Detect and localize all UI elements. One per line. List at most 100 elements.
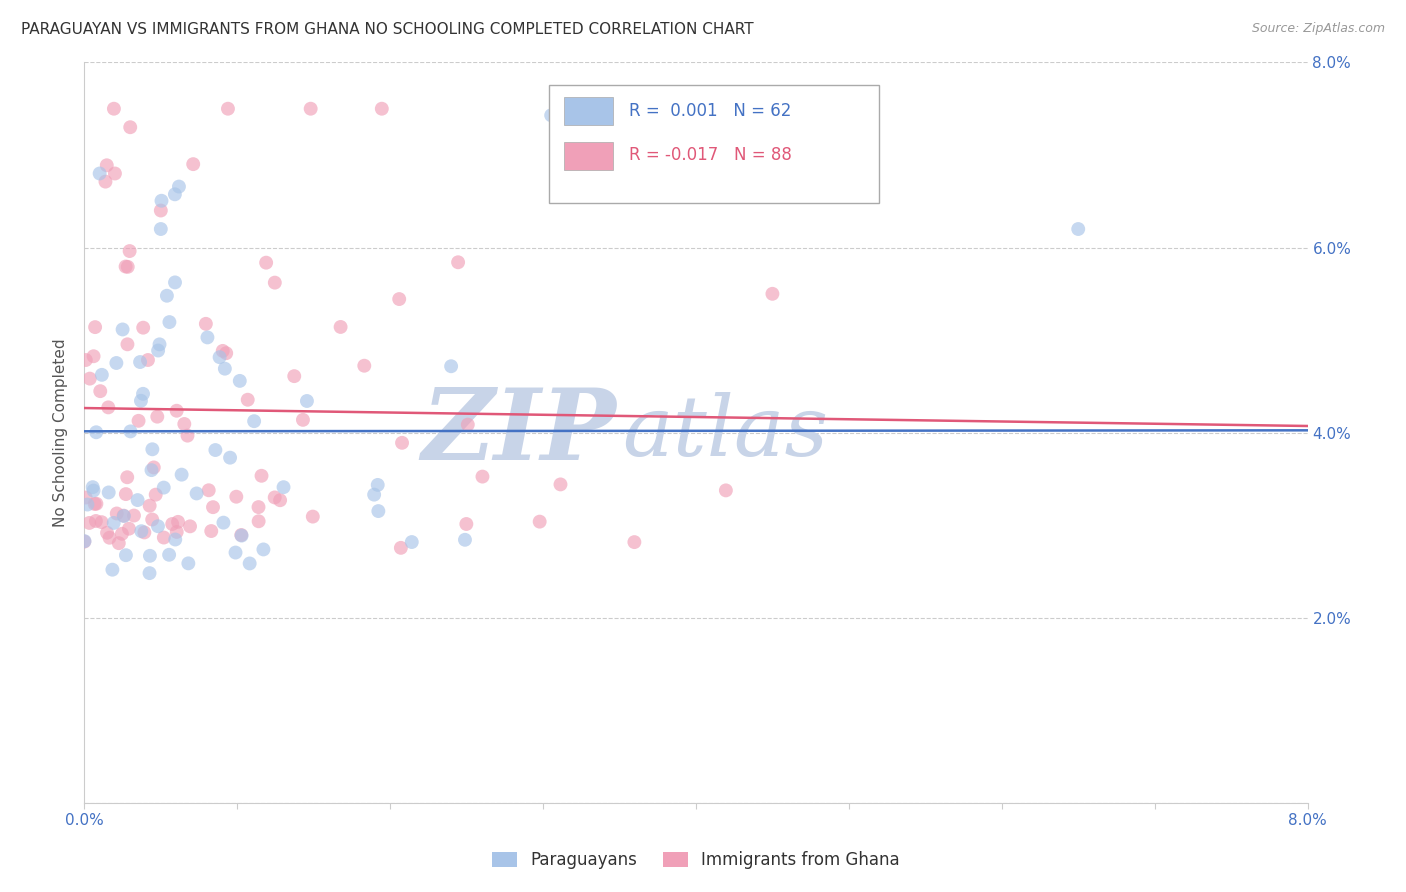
Point: [165, 533, 187, 547]
Point: [247, 514, 270, 528]
Point: [714, 483, 737, 498]
Point: [149, 203, 172, 218]
Point: [136, 353, 159, 368]
Point: [141, 442, 163, 457]
Point: [97, 485, 120, 500]
Point: [540, 108, 562, 122]
Point: [83, 349, 105, 363]
Point: [150, 194, 173, 208]
Point: [79, 516, 101, 530]
Point: [157, 315, 180, 329]
Point: [112, 508, 135, 523]
Point: [120, 120, 142, 135]
Point: [138, 499, 160, 513]
Point: [243, 414, 266, 428]
Point: [214, 361, 236, 376]
Point: [250, 468, 273, 483]
Point: [83, 497, 105, 511]
Point: [204, 443, 226, 458]
Text: Source: ZipAtlas.com: Source: ZipAtlas.com: [1251, 22, 1385, 36]
Point: [231, 528, 253, 542]
Point: [76, 498, 98, 512]
Point: [131, 524, 153, 539]
Point: [96, 158, 118, 172]
Point: [114, 260, 136, 274]
Point: [163, 187, 186, 202]
Point: [94, 175, 117, 189]
Point: [388, 292, 411, 306]
Point: [194, 317, 217, 331]
Point: [363, 488, 385, 502]
Point: [148, 337, 170, 351]
Point: [389, 541, 412, 555]
Point: [107, 536, 129, 550]
FancyBboxPatch shape: [550, 85, 880, 203]
Point: [166, 403, 188, 417]
Point: [391, 435, 413, 450]
Point: [141, 512, 163, 526]
Point: [104, 166, 127, 180]
Point: [215, 346, 238, 360]
Point: [111, 526, 134, 541]
Point: [177, 557, 200, 571]
Point: [129, 355, 152, 369]
Point: [128, 414, 150, 428]
Point: [129, 393, 152, 408]
Point: [75, 353, 97, 368]
Point: [202, 500, 225, 515]
Point: [367, 504, 389, 518]
Point: [83, 483, 105, 498]
Point: [73, 534, 96, 549]
Point: [173, 417, 195, 431]
Point: [122, 508, 145, 523]
Point: [138, 566, 160, 581]
Point: [152, 481, 174, 495]
Point: [283, 369, 305, 384]
Point: [457, 417, 479, 432]
Point: [157, 548, 180, 562]
Point: [146, 409, 169, 424]
Point: [103, 102, 125, 116]
Point: [163, 276, 186, 290]
Point: [75, 491, 97, 505]
Point: [149, 222, 172, 236]
Point: [252, 542, 274, 557]
Point: [231, 528, 253, 542]
Point: [84, 320, 107, 334]
Point: [269, 493, 291, 508]
Point: [89, 166, 111, 180]
Point: [170, 467, 193, 482]
Point: [146, 519, 169, 533]
Point: [97, 401, 120, 415]
Point: [141, 463, 163, 477]
FancyBboxPatch shape: [564, 142, 613, 169]
Point: [103, 516, 125, 530]
Point: [225, 545, 247, 559]
Point: [166, 524, 188, 539]
Point: [471, 469, 494, 483]
Point: [82, 480, 104, 494]
Point: [371, 102, 394, 116]
Point: [181, 157, 204, 171]
Point: [146, 343, 169, 358]
Point: [115, 470, 138, 484]
Point: [295, 394, 318, 409]
Text: atlas: atlas: [623, 392, 828, 474]
Point: [132, 320, 155, 334]
Point: [139, 549, 162, 563]
Legend: Paraguayans, Immigrants from Ghana: Paraguayans, Immigrants from Ghana: [485, 845, 907, 876]
Point: [167, 515, 190, 529]
Point: [761, 286, 783, 301]
Point: [117, 337, 139, 351]
Point: [118, 244, 141, 258]
Y-axis label: No Schooling Completed: No Schooling Completed: [53, 338, 69, 527]
Point: [111, 322, 134, 336]
Point: [176, 428, 198, 442]
Point: [247, 500, 270, 514]
Text: R = -0.017   N = 88: R = -0.017 N = 88: [628, 146, 792, 164]
Point: [561, 167, 583, 181]
Point: [263, 276, 285, 290]
Point: [84, 425, 107, 440]
Point: [212, 516, 235, 530]
Text: PARAGUAYAN VS IMMIGRANTS FROM GHANA NO SCHOOLING COMPLETED CORRELATION CHART: PARAGUAYAN VS IMMIGRANTS FROM GHANA NO S…: [21, 22, 754, 37]
